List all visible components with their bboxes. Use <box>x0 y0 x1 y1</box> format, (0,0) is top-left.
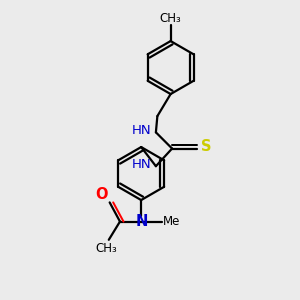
Text: S: S <box>201 139 212 154</box>
Text: N: N <box>136 214 148 229</box>
Text: O: O <box>95 187 108 202</box>
Text: Me: Me <box>163 215 181 228</box>
Text: HN: HN <box>131 124 151 137</box>
Text: HN: HN <box>131 158 151 171</box>
Text: CH₃: CH₃ <box>160 12 182 25</box>
Text: CH₃: CH₃ <box>95 242 117 255</box>
